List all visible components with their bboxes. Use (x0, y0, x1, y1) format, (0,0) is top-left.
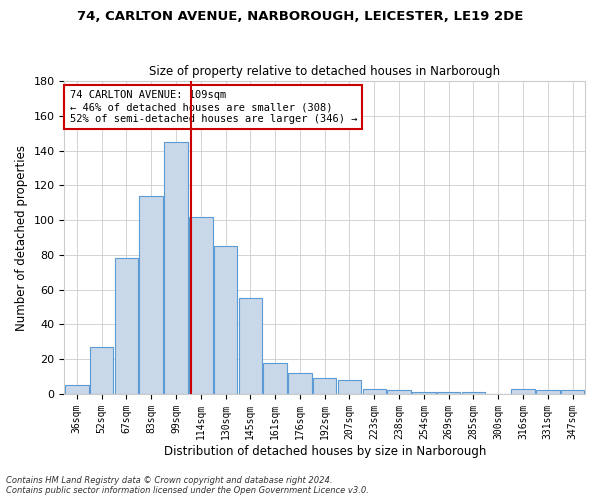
Bar (214, 246, 238, 394)
Bar (189, 216, 212, 394)
Bar (387, 390, 411, 394)
X-axis label: Distribution of detached houses by size in Narborough: Distribution of detached houses by size … (164, 444, 486, 458)
Bar (412, 392, 436, 394)
Bar (65, 386, 89, 394)
Bar (139, 196, 163, 394)
Text: Contains HM Land Registry data © Crown copyright and database right 2024.
Contai: Contains HM Land Registry data © Crown c… (6, 476, 369, 495)
Bar (313, 378, 337, 394)
Bar (90, 347, 113, 394)
Text: 74 CARLTON AVENUE: 109sqm
← 46% of detached houses are smaller (308)
52% of semi: 74 CARLTON AVENUE: 109sqm ← 46% of detac… (70, 90, 357, 124)
Y-axis label: Number of detached properties: Number of detached properties (15, 144, 28, 330)
Bar (362, 389, 386, 394)
Bar (437, 392, 460, 394)
Bar (115, 258, 138, 394)
Bar (511, 389, 535, 394)
Bar (561, 390, 584, 394)
Bar (338, 380, 361, 394)
Bar (288, 373, 311, 394)
Bar (461, 392, 485, 394)
Bar (263, 362, 287, 394)
Text: 74, CARLTON AVENUE, NARBOROUGH, LEICESTER, LE19 2DE: 74, CARLTON AVENUE, NARBOROUGH, LEICESTE… (77, 10, 523, 23)
Title: Size of property relative to detached houses in Narborough: Size of property relative to detached ho… (149, 66, 500, 78)
Bar (239, 298, 262, 394)
Bar (164, 142, 188, 394)
Bar (536, 390, 560, 394)
